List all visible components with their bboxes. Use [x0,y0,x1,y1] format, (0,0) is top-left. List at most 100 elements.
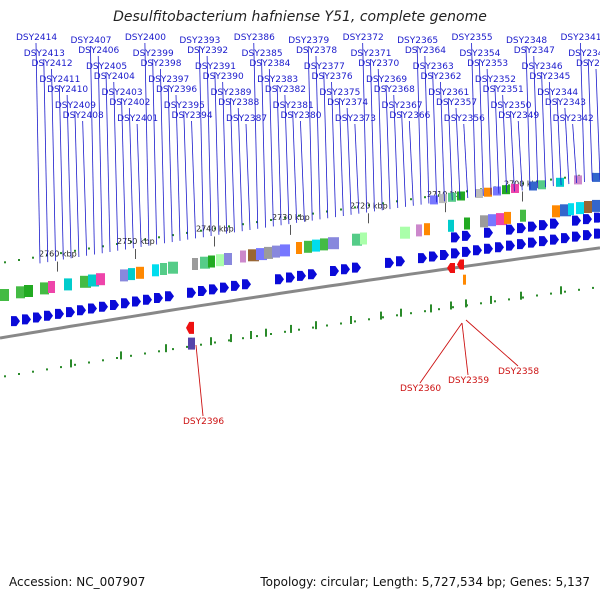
gene-label: DSY2369 [366,75,407,85]
gc-dash [450,301,452,310]
category-block [96,273,105,286]
gc-dot [172,348,174,351]
category-block [240,250,246,263]
gc-dot [46,254,48,257]
gc-dot [32,370,34,373]
gene-label: DSY2367 [382,101,423,111]
gene-arrow [308,269,317,280]
gene-label: DSY2397 [148,75,189,85]
gene-label: DSY2409 [55,101,96,111]
scale-tick [57,261,58,272]
gene-label: DSY2346 [522,62,563,72]
red-connector [419,322,463,384]
gene-label: DSY2361 [428,88,469,98]
category-block [480,215,488,228]
category-block [496,213,507,226]
gene-arrow [341,264,350,275]
gc-dot [116,357,118,359]
backbone-line [0,246,600,340]
gc-dot [340,208,342,211]
gc-dash [210,337,212,346]
gc-dot [242,223,244,226]
gene-arrow [539,220,548,231]
gc-dot [368,204,370,207]
category-block [400,226,410,239]
gc-dot [270,333,272,335]
gene-label: DSY2344 [537,88,578,98]
gene-label: DSY2395 [164,101,205,111]
connector-line [525,45,531,190]
scale-tick [214,236,215,247]
gene-label: DSY2365 [397,36,438,46]
gene-label: DSY2345 [529,72,570,82]
gc-dot [592,286,594,289]
connector-line [463,123,469,199]
category-block [448,219,454,232]
gc-dot [256,335,258,338]
category-block [304,240,312,253]
gene-arrow [297,270,306,281]
scale-label: 2760 kbp [39,250,77,259]
gene-arrow [418,253,427,264]
gc-dash [70,359,72,368]
gc-dot [298,214,300,217]
gene-arrow [165,291,174,302]
gc-dot [298,328,300,331]
category-block [312,239,320,252]
connector-line [572,123,578,184]
gc-dash [350,316,352,324]
gc-dot [130,354,132,357]
gene-arrow [447,262,455,273]
gene-arrow [198,286,207,297]
gene-label: DSY2380 [280,111,321,121]
category-block [272,245,280,258]
connector-line [128,107,134,249]
gc-dot [284,330,286,333]
gene-label: DSY2355 [452,33,493,43]
gc-dot [18,373,20,375]
gene-label: DSY2392 [187,46,228,56]
gene-arrow [187,287,196,298]
gc-dot [522,182,524,185]
connector-line [198,45,204,238]
gene-arrow [88,303,97,314]
connector-line [307,45,313,221]
gc-dot [88,247,90,250]
red-connector [195,344,204,417]
category-block [592,199,600,212]
gene-label: DSY2387 [226,114,267,124]
gc-dash [120,351,122,360]
gene-label: DSY2405 [86,62,127,72]
gc-dot [396,200,398,203]
gene-label: DSY2368 [374,85,415,95]
red-connector [465,319,519,367]
gc-dot [410,312,412,315]
gc-dot [186,345,188,348]
gene-label: DSY2408 [63,111,104,121]
category-block [568,203,574,216]
category-block [328,237,339,250]
gene-arrow [506,240,515,251]
connector-line [175,94,181,241]
category-block [424,223,430,236]
category-block [430,195,438,205]
gc-dot [144,238,146,241]
gene-arrow [11,316,20,327]
gc-dot [536,294,538,297]
gene-label: DSY2353 [467,59,508,69]
connector-line [502,94,508,193]
gc-dot [270,219,272,221]
category-block [48,281,55,293]
gene-label: DSY2396 [156,85,197,95]
gc-dash [290,324,292,333]
category-block [502,185,510,195]
category-block [584,201,592,213]
gene-arrow [143,294,152,305]
gc-dot [494,300,496,303]
connector-line [167,84,173,243]
gene-arrow [457,259,464,270]
gc-dash [490,295,492,304]
gc-dot [228,339,230,342]
connector-line [90,45,95,255]
gene-label: DSY2394 [172,111,213,121]
